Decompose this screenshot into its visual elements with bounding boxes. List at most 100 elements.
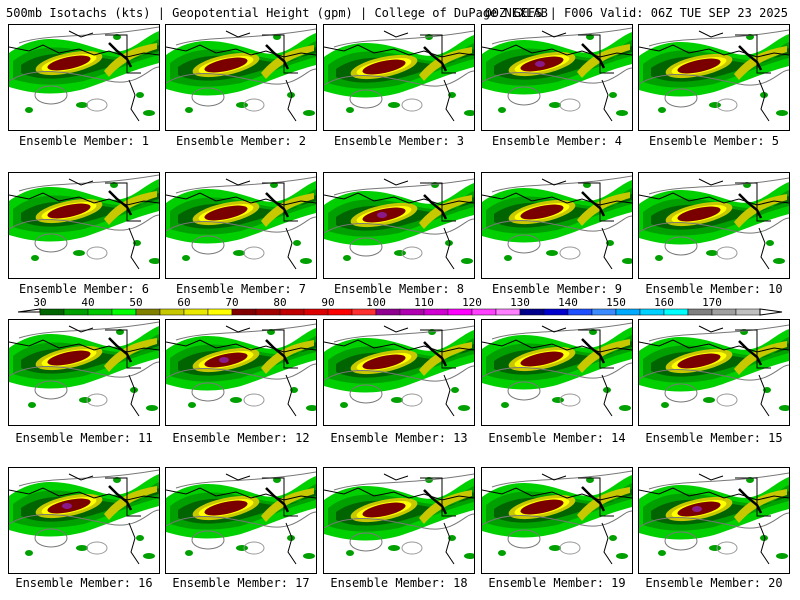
- colorbar-swatch: [519, 308, 545, 316]
- height-contour-closed: [349, 384, 383, 404]
- jet-stream-map: [639, 29, 789, 122]
- ensemble-member-label: Ensemble Member: 10: [645, 282, 783, 296]
- trough-axis: [265, 192, 290, 218]
- isotach-patch: [185, 550, 193, 556]
- jet-stream-map: [9, 174, 159, 270]
- isotach-patch: [388, 545, 400, 551]
- coastline-border: [482, 473, 632, 565]
- height-contour-closed: [191, 87, 225, 107]
- ensemble-panel-19: [481, 467, 633, 574]
- secondary-jet-streak: [577, 339, 630, 373]
- isotach-patch: [779, 405, 789, 411]
- secondary-jet-streak: [419, 195, 472, 229]
- jet-stream-map: [639, 177, 789, 270]
- height-contour: [9, 214, 159, 231]
- height-contour-closed: [664, 236, 698, 256]
- height-contour: [166, 216, 316, 233]
- height-contour-closed: [507, 234, 541, 254]
- colorbar-tick-label: 40: [81, 296, 94, 309]
- height-contour-closed: [243, 393, 265, 407]
- trough-axis: [581, 486, 606, 512]
- isotach-patch: [303, 553, 315, 559]
- isotach-patch: [303, 110, 315, 116]
- isotach-patch: [655, 255, 663, 261]
- jet-core-max: [204, 205, 248, 221]
- isotach-patch: [766, 240, 774, 246]
- ensemble-panel-4: [481, 24, 633, 131]
- isotach-patch: [25, 550, 33, 556]
- trough-axis: [423, 194, 448, 220]
- height-contour: [491, 175, 632, 193]
- coastline-border: [482, 30, 632, 122]
- height-contour: [648, 177, 789, 195]
- ensemble-member-label: Ensemble Member: 2: [175, 134, 307, 148]
- height-contour: [18, 174, 159, 192]
- isotach-patch: [549, 102, 561, 108]
- jet-stream-map: [482, 27, 632, 122]
- jet-stream-map: [166, 471, 316, 565]
- isotach-patch: [706, 250, 718, 256]
- height-contour: [491, 322, 632, 340]
- height-contour-closed: [664, 383, 698, 403]
- jet-core-peak: [219, 357, 229, 363]
- isotach-patch: [293, 240, 301, 246]
- ensemble-panel-20: [638, 467, 790, 574]
- ensemble-member-label: Ensemble Member: 16: [15, 576, 153, 590]
- jet-core-max: [204, 500, 248, 516]
- jet-stream-map: [166, 176, 316, 270]
- ensemble-member-label: Ensemble Member: 14: [488, 431, 626, 445]
- height-contour: [175, 176, 316, 194]
- jet-stream-map: [166, 28, 316, 122]
- secondary-jet-streak: [104, 191, 157, 225]
- height-contour: [648, 29, 789, 47]
- isotach-patch: [136, 535, 144, 541]
- isotach-patch: [616, 110, 628, 116]
- ensemble-panel-1: [8, 24, 160, 131]
- isotach-patch: [79, 397, 91, 403]
- ensemble-member-label: Ensemble Member: 3: [333, 134, 465, 148]
- isotach-patch: [603, 387, 611, 393]
- isotach-patch: [504, 255, 512, 261]
- isotach-patch: [609, 535, 617, 541]
- height-contour-closed: [559, 98, 581, 112]
- height-contour: [648, 472, 789, 490]
- isotach-patch: [458, 405, 470, 411]
- ensemble-member-label: Ensemble Member: 11: [15, 431, 153, 445]
- isotach-patch: [143, 553, 155, 559]
- height-contour: [333, 473, 474, 491]
- isotach-patch: [760, 535, 768, 541]
- height-contour: [9, 509, 159, 526]
- colorbar-swatch: [495, 308, 521, 316]
- isotach-patch: [25, 107, 33, 113]
- secondary-jet-streak: [577, 487, 630, 521]
- colorbar-tick-label: 130: [510, 296, 530, 309]
- ensemble-member-label: Ensemble Member: 7: [175, 282, 307, 296]
- trough-axis: [108, 190, 133, 216]
- jet-stream-map: [324, 473, 474, 565]
- ensemble-member-label: Ensemble Member: 13: [330, 431, 468, 445]
- coastline-border: [166, 178, 316, 270]
- colorbar-swatch: [207, 308, 233, 316]
- colorbar-tick-label: 30: [33, 296, 46, 309]
- isotach-patch: [236, 545, 248, 551]
- colorbar-swatch: [111, 308, 137, 316]
- trough-axis: [423, 489, 448, 515]
- colorbar-tick-label: 150: [606, 296, 626, 309]
- height-contour-closed: [716, 246, 738, 260]
- colorbar-swatch: [231, 308, 257, 316]
- colorbar-swatch: [159, 308, 185, 316]
- coastline-border: [482, 178, 632, 270]
- trough-axis: [108, 485, 133, 511]
- colorbar-swatch: [255, 308, 281, 316]
- wind-speed-colorbar: 30 40 50 60 70 80 90 100 110 120 130 140 150 160 170: [17, 296, 783, 316]
- height-contour: [18, 321, 159, 339]
- colorbar-tick-label: 120: [462, 296, 482, 309]
- isotach-patch: [391, 397, 403, 403]
- height-contour-closed: [401, 98, 423, 112]
- ensemble-panel-5: [638, 24, 790, 131]
- isotach-patch: [451, 387, 459, 393]
- height-contour: [491, 470, 632, 488]
- coastline-border: [639, 30, 789, 122]
- coastline-border: [166, 473, 316, 565]
- colorbar-tick-label: 160: [654, 296, 674, 309]
